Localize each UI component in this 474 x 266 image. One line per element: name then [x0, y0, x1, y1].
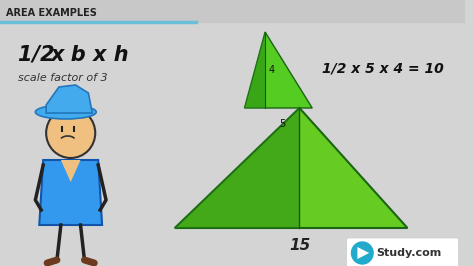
Polygon shape: [46, 85, 92, 113]
Text: scale factor of 3: scale factor of 3: [18, 73, 107, 83]
Polygon shape: [175, 108, 300, 228]
Circle shape: [46, 108, 95, 158]
Text: 1/2: 1/2: [18, 45, 62, 65]
Text: Study.com: Study.com: [376, 248, 441, 258]
Bar: [0, 0, 465, 22]
Polygon shape: [175, 108, 408, 228]
Text: 1/2 x 5 x 4 = 10: 1/2 x 5 x 4 = 10: [322, 61, 444, 75]
FancyBboxPatch shape: [346, 238, 458, 266]
Text: 15: 15: [290, 239, 311, 253]
Polygon shape: [245, 32, 312, 108]
Polygon shape: [245, 32, 265, 108]
Circle shape: [352, 242, 373, 264]
Polygon shape: [39, 160, 102, 225]
Text: 5: 5: [280, 119, 286, 129]
Ellipse shape: [36, 105, 96, 119]
Text: 4: 4: [269, 65, 275, 75]
Polygon shape: [61, 160, 81, 182]
Text: AREA EXAMPLES: AREA EXAMPLES: [6, 8, 97, 18]
Polygon shape: [357, 247, 369, 259]
Text: x b x h: x b x h: [51, 45, 130, 65]
